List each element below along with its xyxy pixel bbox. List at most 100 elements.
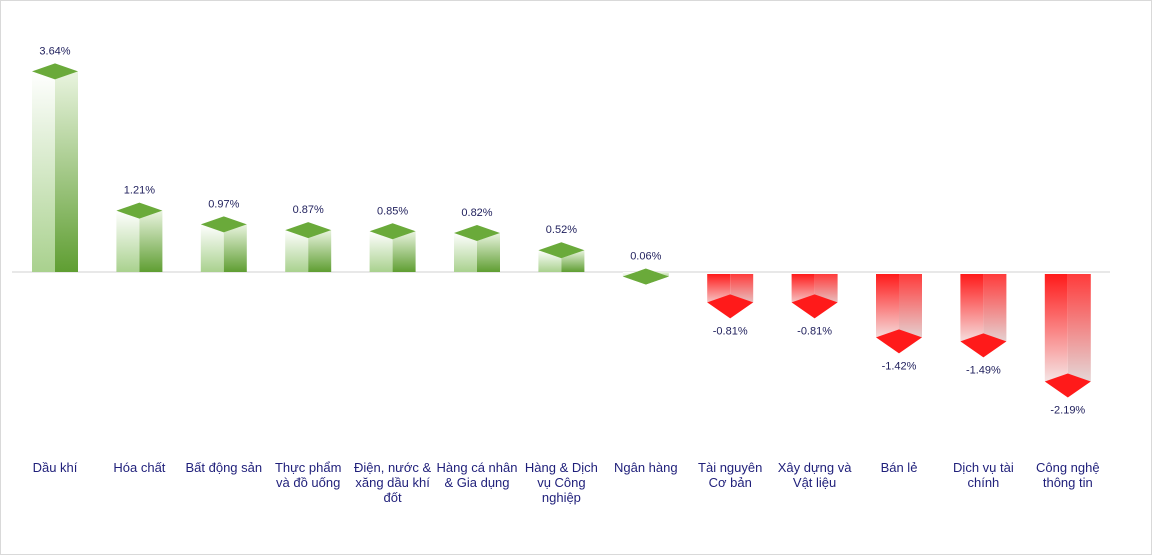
- category-label-line: Công nghệ: [1036, 460, 1100, 475]
- category-label-line: Thực phẩm: [275, 460, 342, 475]
- value-label: -0.81%: [797, 325, 832, 337]
- bar: [1044, 274, 1091, 398]
- bar: [116, 202, 163, 272]
- category-label-line: chính: [967, 475, 999, 490]
- category-label-line: Bán lẻ: [881, 460, 918, 475]
- bar-front-face: [454, 233, 477, 272]
- bar-front-face: [960, 274, 984, 350]
- value-label: 0.97%: [208, 198, 239, 210]
- bar-front-face: [32, 71, 55, 272]
- category-label-line: Điện, nước &: [354, 460, 432, 475]
- bar-bottom-cap: [707, 294, 754, 319]
- category-label: Hàng cá nhân & Gia dụng: [437, 460, 518, 490]
- bar-bottom-cap: [1044, 373, 1091, 398]
- bar: [200, 216, 247, 272]
- value-label: 0.52%: [546, 224, 577, 236]
- bar-front-face: [876, 274, 899, 346]
- bar-side-face: [139, 210, 163, 272]
- category-label: Công nghệ thông tin: [1036, 460, 1100, 490]
- value-label: 0.87%: [293, 204, 324, 216]
- category-label-line: thông tin: [1043, 475, 1093, 490]
- bar-front-face: [285, 230, 309, 272]
- bar: [622, 268, 669, 285]
- value-label: -2.19%: [1050, 404, 1085, 416]
- category-label-line: và đồ uống: [276, 475, 340, 490]
- value-label: 0.82%: [461, 207, 492, 219]
- bar-top-cap: [454, 225, 500, 242]
- bar-bottom-cap: [791, 294, 838, 319]
- bar-side-face: [392, 231, 416, 272]
- bar: [876, 274, 922, 354]
- bar-top-cap: [32, 63, 78, 80]
- category-label-line: Cơ bản: [709, 475, 752, 490]
- category-label-line: Hàng cá nhân: [437, 460, 518, 475]
- bar-top-cap: [116, 202, 163, 219]
- value-label: -0.81%: [713, 325, 748, 337]
- bar-top-cap: [200, 216, 247, 233]
- bar-front-face: [200, 224, 224, 272]
- bar-front-face: [369, 231, 393, 272]
- category-label: Hàng & Dịch vụ Công nghiệp: [525, 460, 598, 505]
- bar-side-face: [223, 224, 247, 272]
- bar-side-face: [1067, 274, 1091, 390]
- bar-side-face: [899, 274, 922, 346]
- bar-bottom-cap: [876, 329, 922, 354]
- category-label-line: Hóa chất: [113, 460, 165, 475]
- bar-top-cap: [285, 222, 332, 239]
- value-labels-group: 3.64% 1.21% 0.97% 0.87% 0.85% 0.82% 0.52% 0.06%…: [39, 45, 1085, 416]
- category-label-line: & Gia dụng: [444, 475, 509, 490]
- bar-front-face: [538, 250, 562, 272]
- category-label-line: vụ Công: [537, 475, 585, 490]
- category-label: Bất động sản: [185, 460, 262, 475]
- category-label: Dầu khí: [33, 460, 78, 475]
- category-label-line: Dịch vụ tài: [953, 460, 1014, 475]
- category-label: Ngân hàng: [614, 460, 678, 475]
- bar: [369, 223, 416, 272]
- value-label: -1.42%: [882, 360, 917, 372]
- category-label-line: Dầu khí: [33, 460, 78, 475]
- bar-front-face: [1044, 274, 1068, 390]
- category-labels-group: Dầu khí Hóa chất Bất động sản Thực phẩm và đ…: [33, 460, 1100, 505]
- bar: [32, 63, 78, 272]
- category-label-line: Xây dựng và: [778, 460, 853, 475]
- bar-side-face: [308, 230, 332, 272]
- category-label-line: Tài nguyên: [698, 460, 762, 475]
- category-label-line: đốt: [384, 490, 402, 505]
- category-label-line: nghiệp: [542, 490, 581, 505]
- category-label: Tài nguyên Cơ bản: [698, 460, 762, 490]
- bar-top-cap: [538, 242, 585, 259]
- bar: [707, 274, 754, 319]
- bar-top-cap: [369, 223, 416, 240]
- bar-side-face: [983, 274, 1007, 350]
- category-label-line: Ngân hàng: [614, 460, 678, 475]
- category-label: Thực phẩm và đồ uống: [275, 460, 342, 490]
- value-label: 0.85%: [377, 205, 408, 217]
- bars-group: [32, 63, 1091, 398]
- category-label-line: Bất động sản: [185, 460, 262, 475]
- value-label: 3.64%: [39, 45, 70, 57]
- value-label: 1.21%: [124, 185, 155, 197]
- category-label: Bán lẻ: [881, 460, 918, 475]
- category-label-line: xăng dầu khí: [355, 475, 430, 490]
- category-label-line: Vật liệu: [793, 475, 836, 490]
- value-label: 0.06%: [630, 251, 661, 263]
- category-label: Dịch vụ tài chính: [953, 460, 1014, 490]
- category-label-line: Hàng & Dịch: [525, 460, 598, 475]
- category-label: Xây dựng và Vật liệu: [778, 460, 853, 490]
- category-label: Hóa chất: [113, 460, 165, 475]
- bar-bottom-cap: [960, 333, 1007, 358]
- value-label: -1.49%: [966, 364, 1001, 376]
- bar: [791, 274, 838, 319]
- bar: [454, 225, 500, 272]
- bar-top-cap: [622, 268, 669, 285]
- bar-side-face: [561, 250, 585, 272]
- bar: [960, 274, 1007, 358]
- bar: [285, 222, 332, 272]
- category-label: Điện, nước & xăng dầu khí đốt: [354, 460, 432, 505]
- bar-side-face: [55, 71, 78, 272]
- bar-side-face: [477, 233, 500, 272]
- bar: [538, 242, 585, 272]
- bar-front-face: [116, 210, 140, 272]
